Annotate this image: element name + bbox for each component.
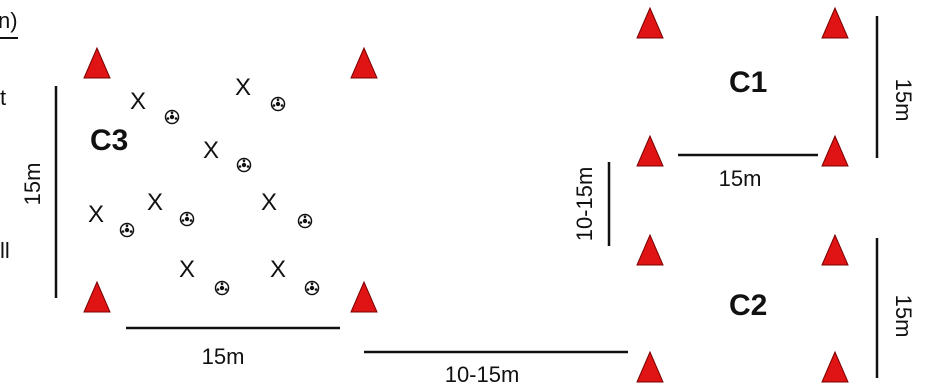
cone-icon (351, 48, 377, 78)
soccer-ball-icon (272, 98, 285, 111)
soccer-ball-icon (121, 224, 134, 237)
soccer-ball-icon (216, 282, 229, 295)
cone-icon (351, 282, 377, 312)
soccer-ball-icon (299, 215, 312, 228)
cone-icon (822, 352, 848, 382)
player-marker: X (203, 137, 219, 164)
player-marker: X (88, 201, 104, 228)
c3-width-label: 15m (202, 344, 245, 369)
gap-vertical-label: 10-15m (572, 167, 597, 242)
cone-icon (637, 352, 663, 382)
cone-icon (637, 136, 663, 166)
gap-horizontal-label: 10-15m (445, 362, 520, 386)
edge-text-bottom: ll (0, 238, 10, 263)
cone-icon (637, 8, 663, 38)
c2-height-label: 15m (891, 295, 916, 338)
soccer-ball-icon (181, 213, 194, 226)
c3-height-label: 15m (20, 163, 45, 206)
player-marker: X (235, 74, 251, 101)
edge-text-top: n) (0, 8, 18, 33)
zone-label-c3: C3 (90, 124, 128, 157)
cone-icon (84, 48, 110, 78)
player-marker: X (179, 256, 195, 283)
cone-icon (822, 8, 848, 38)
cone-icon (84, 282, 110, 312)
soccer-ball-icon (238, 159, 251, 172)
zone-label-c1: C1 (729, 66, 767, 99)
player-marker: X (130, 88, 146, 115)
cone-icon (637, 235, 663, 265)
player-marker: X (270, 256, 286, 283)
player-marker: X (147, 189, 163, 216)
soccer-ball-icon (166, 111, 179, 124)
cone-icon (822, 235, 848, 265)
c1-width-label: 15m (719, 166, 762, 191)
c1-height-label: 15m (891, 79, 916, 122)
soccer-ball-icon (306, 282, 319, 295)
zone-label-c2: C2 (729, 289, 767, 322)
player-marker: X (261, 189, 277, 216)
edge-text-middle: t (0, 85, 6, 110)
cone-icon (822, 136, 848, 166)
